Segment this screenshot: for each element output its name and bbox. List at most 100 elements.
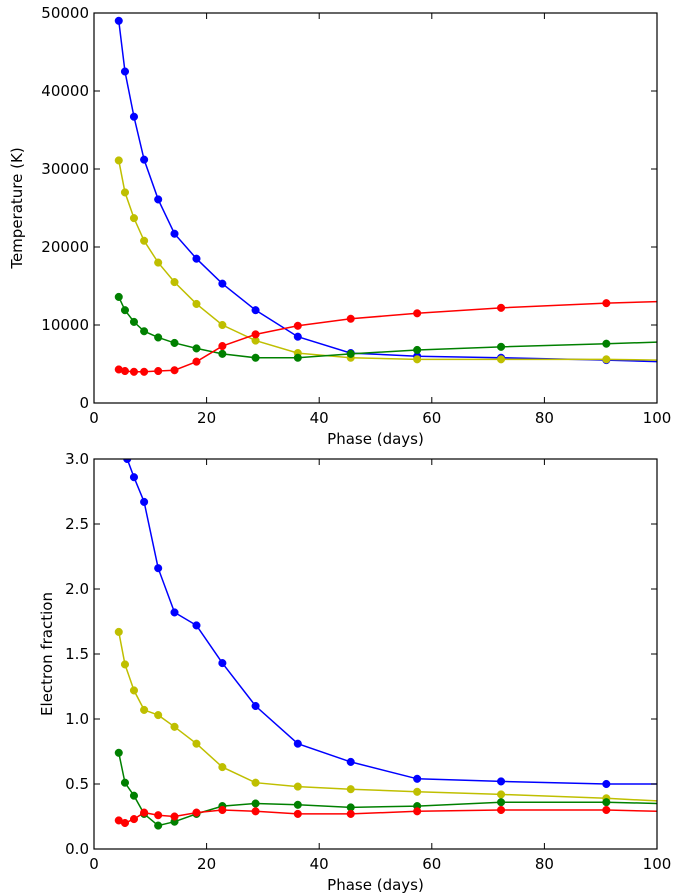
data-point [120,818,130,828]
data-point [170,812,179,821]
data-point [154,366,163,376]
data-point [129,686,139,695]
data-point [129,112,139,121]
data-point [140,236,149,245]
data-point [251,778,260,787]
x-tick-label: 40 [310,855,329,873]
data-point [346,785,355,794]
data-point [251,306,260,315]
data-point [140,327,149,336]
data-point [497,798,506,807]
y-tick-label: 50000 [41,4,89,22]
series-line-1 [118,631,657,802]
temperature-panel: 0 20 40 60 80 100 0 10000 20000 30000 40000 50000 Ph… [8,4,671,448]
x-tick-label: 60 [422,409,441,427]
data-point [413,345,422,355]
data-point [140,155,149,164]
y-tick-label: 20000 [41,238,89,256]
data-point [346,349,355,358]
data-point [346,757,355,766]
data-point [120,306,130,315]
series-line-0 [118,20,657,363]
data-point [192,299,201,308]
data-point [251,807,260,816]
data-point [114,627,123,636]
data-point [114,292,123,301]
data-point [170,338,179,347]
data-point [140,705,149,714]
data-point [413,774,422,783]
data-point [251,701,260,711]
data-point [140,808,149,817]
axes-frame [93,12,658,404]
data-point [497,342,506,351]
data-point [192,739,201,748]
data-point [154,811,163,820]
x-tick-label: 20 [197,855,216,873]
plot-area [114,16,657,376]
data-point [192,344,201,353]
y-tick-label: 2.0 [65,580,89,598]
data-point [192,621,201,630]
data-point [140,497,149,506]
y-tick-label: 2.5 [65,515,89,533]
data-point [154,564,163,573]
data-point [154,258,163,267]
y-tick-label: 0 [79,394,89,412]
data-point [120,366,130,376]
data-point [413,355,422,364]
data-point [129,473,139,482]
x-tick-label: 60 [422,855,441,873]
data-point [218,320,227,330]
y-tick-label: 1.0 [65,710,89,728]
data-point [251,353,260,362]
data-point [170,278,179,287]
data-point [170,722,179,731]
data-point [218,349,227,358]
x-tick-label: 0 [89,409,99,427]
x-axis-label: Phase (days) [327,430,424,448]
x-tick-label: 80 [535,409,554,427]
data-point [293,809,302,818]
data-point [170,608,179,617]
data-point [114,16,123,25]
y-tick-label: 30000 [41,160,89,178]
data-point [129,317,139,326]
x-tick-label: 40 [310,409,329,427]
data-point [114,748,123,757]
data-point [602,805,611,815]
data-point [120,778,130,787]
y-tick-label: 0.5 [65,775,89,793]
data-point [170,366,179,375]
data-point [192,808,201,817]
data-point [602,299,611,308]
data-point [293,800,302,809]
y-tick-label: 10000 [41,316,89,334]
data-point [129,367,139,376]
data-point [497,790,506,799]
data-point [497,303,506,312]
data-point [129,791,139,800]
data-point [140,367,149,376]
data-point [293,332,302,341]
x-tick-label: 100 [643,409,672,427]
data-point [120,660,130,669]
data-point [602,779,611,789]
data-point [602,355,611,364]
data-point [154,195,163,204]
x-tick-label: 20 [197,409,216,427]
x-axis-label: Phase (days) [327,876,424,894]
data-point [293,782,302,791]
data-point [602,798,611,807]
data-point [497,777,506,786]
data-point [120,67,130,76]
series-line-0 [126,459,657,785]
data-point [293,353,302,362]
data-point [346,809,355,818]
data-point [293,321,302,330]
y-tick-label: 0.0 [65,840,89,858]
data-point [192,357,201,366]
data-point [218,279,227,288]
data-point [120,188,130,197]
data-point [154,333,163,342]
